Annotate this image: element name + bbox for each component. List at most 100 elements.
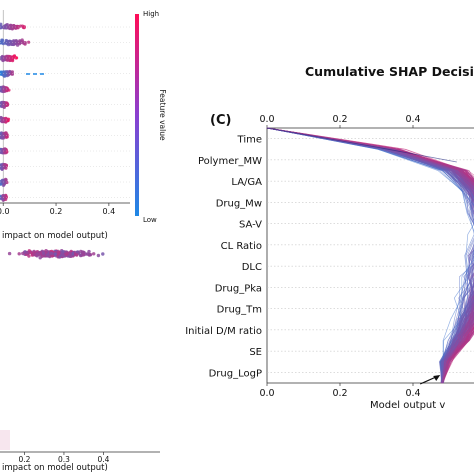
- shap-point: [0, 56, 3, 60]
- shap-point: [17, 252, 21, 256]
- shap-point: [68, 254, 73, 258]
- shap-point: [21, 251, 25, 256]
- decision-line: [266, 127, 474, 384]
- shap-point: [101, 252, 105, 256]
- feature-label: Time: [237, 135, 262, 146]
- shap-point: [27, 254, 31, 258]
- shap-point: [38, 256, 42, 260]
- x-tick-label-bottom: 0.2: [332, 388, 347, 399]
- shap-point: [2, 194, 6, 198]
- shap-point: [5, 101, 9, 105]
- x-tick-label-top: 0.0: [259, 114, 274, 125]
- feature-label: CL Ratio: [221, 241, 262, 252]
- shap-point: [82, 252, 86, 257]
- feature-label: SA-V: [239, 220, 262, 231]
- shap-point: [61, 254, 65, 258]
- shap-point: [5, 103, 9, 107]
- shap-point: [2, 101, 6, 105]
- shap-point: [49, 251, 54, 255]
- x-tick-label-top: 0.4: [405, 114, 420, 125]
- feature-label: SE: [249, 347, 262, 358]
- x-axis-label: impact on model output): [2, 231, 108, 241]
- shap-point: [5, 88, 9, 93]
- shap-point: [20, 38, 24, 42]
- feature-label: Drug_LogP: [209, 368, 262, 379]
- shap-point: [25, 251, 29, 255]
- shap-point: [45, 253, 50, 257]
- shap-point: [92, 252, 96, 256]
- shap-point: [10, 58, 14, 62]
- x-tick-label: 0.4: [103, 207, 116, 216]
- shap-point: [0, 38, 4, 42]
- shap-point: [0, 134, 4, 138]
- x-axis-label: Model output v: [370, 400, 445, 411]
- colorbar: High Low Feature value: [135, 10, 167, 224]
- shap-point: [0, 101, 3, 105]
- panel-label: (C): [210, 113, 231, 128]
- colorbar-low-label: Low: [143, 216, 157, 224]
- shap-point: [21, 25, 26, 30]
- shap-point: [56, 251, 61, 256]
- shap-point: [79, 253, 83, 258]
- feature-label: Drug_Tm: [217, 305, 262, 316]
- shap-point: [41, 251, 45, 255]
- decision-line: [266, 127, 457, 163]
- shap-point: [16, 24, 20, 29]
- shap-point: [3, 25, 7, 29]
- shap-point: [0, 41, 3, 45]
- shap-point: [6, 58, 10, 62]
- shap-point: [27, 40, 31, 44]
- shap-point: [21, 41, 25, 45]
- decision-line: [266, 127, 474, 384]
- x-tick-label-bottom: 0.4: [405, 388, 420, 399]
- decision-line: [266, 127, 474, 384]
- shap-point: [23, 41, 27, 45]
- shap-point: [17, 41, 21, 45]
- shap-point: [1, 58, 5, 63]
- x-tick-label: 0.2: [50, 207, 63, 216]
- shap-point: [1, 104, 5, 108]
- colorbar-gradient: [135, 14, 139, 216]
- shap-point: [28, 250, 33, 255]
- shap-point: [75, 253, 79, 257]
- x-tick-label-top: 0.2: [332, 114, 347, 125]
- colorbar-high-label: High: [143, 10, 159, 18]
- feature-label: Initial D/M ratio: [185, 326, 262, 337]
- chart-title: Cumulative SHAP Decisio: [305, 64, 474, 79]
- shap-point: [3, 72, 7, 76]
- feature-label: LA/GA: [231, 177, 262, 188]
- shap-point: [14, 56, 19, 60]
- colorbar-title: Feature value: [158, 89, 167, 141]
- shap-point: [10, 72, 14, 76]
- shap-point: [0, 182, 3, 186]
- x-tick-label-bottom: 0.0: [259, 388, 274, 399]
- shap-point: [33, 253, 38, 257]
- shap-point: [1, 179, 5, 183]
- shap-point: [2, 147, 6, 152]
- faint-region: [0, 430, 10, 450]
- decision-line: [266, 127, 474, 384]
- shap-point: [11, 40, 15, 45]
- shap-point: [85, 252, 90, 256]
- shap-point: [0, 116, 3, 120]
- decision-line: [266, 127, 474, 384]
- decision-plot-c: Cumulative SHAP Decisio (C) Time Polymer_MW…: [185, 64, 474, 411]
- x-axis-label: impact on model output): [2, 463, 108, 473]
- shap-point: [53, 252, 57, 256]
- shap-point: [3, 151, 7, 155]
- shap-point: [7, 251, 12, 256]
- decision-line: [266, 127, 474, 384]
- shap-point: [96, 253, 101, 258]
- shap-point: [68, 251, 73, 256]
- x-tick-label: 0.2: [19, 455, 31, 464]
- shap-point: [8, 69, 12, 74]
- shap-point: [4, 41, 8, 45]
- feature-label: DLC: [242, 262, 262, 273]
- decision-lines: [266, 127, 474, 384]
- shap-point: [65, 251, 70, 256]
- feature-label: Drug_Mw: [216, 198, 262, 209]
- shap-point: [6, 40, 10, 45]
- shap-point: [0, 194, 2, 198]
